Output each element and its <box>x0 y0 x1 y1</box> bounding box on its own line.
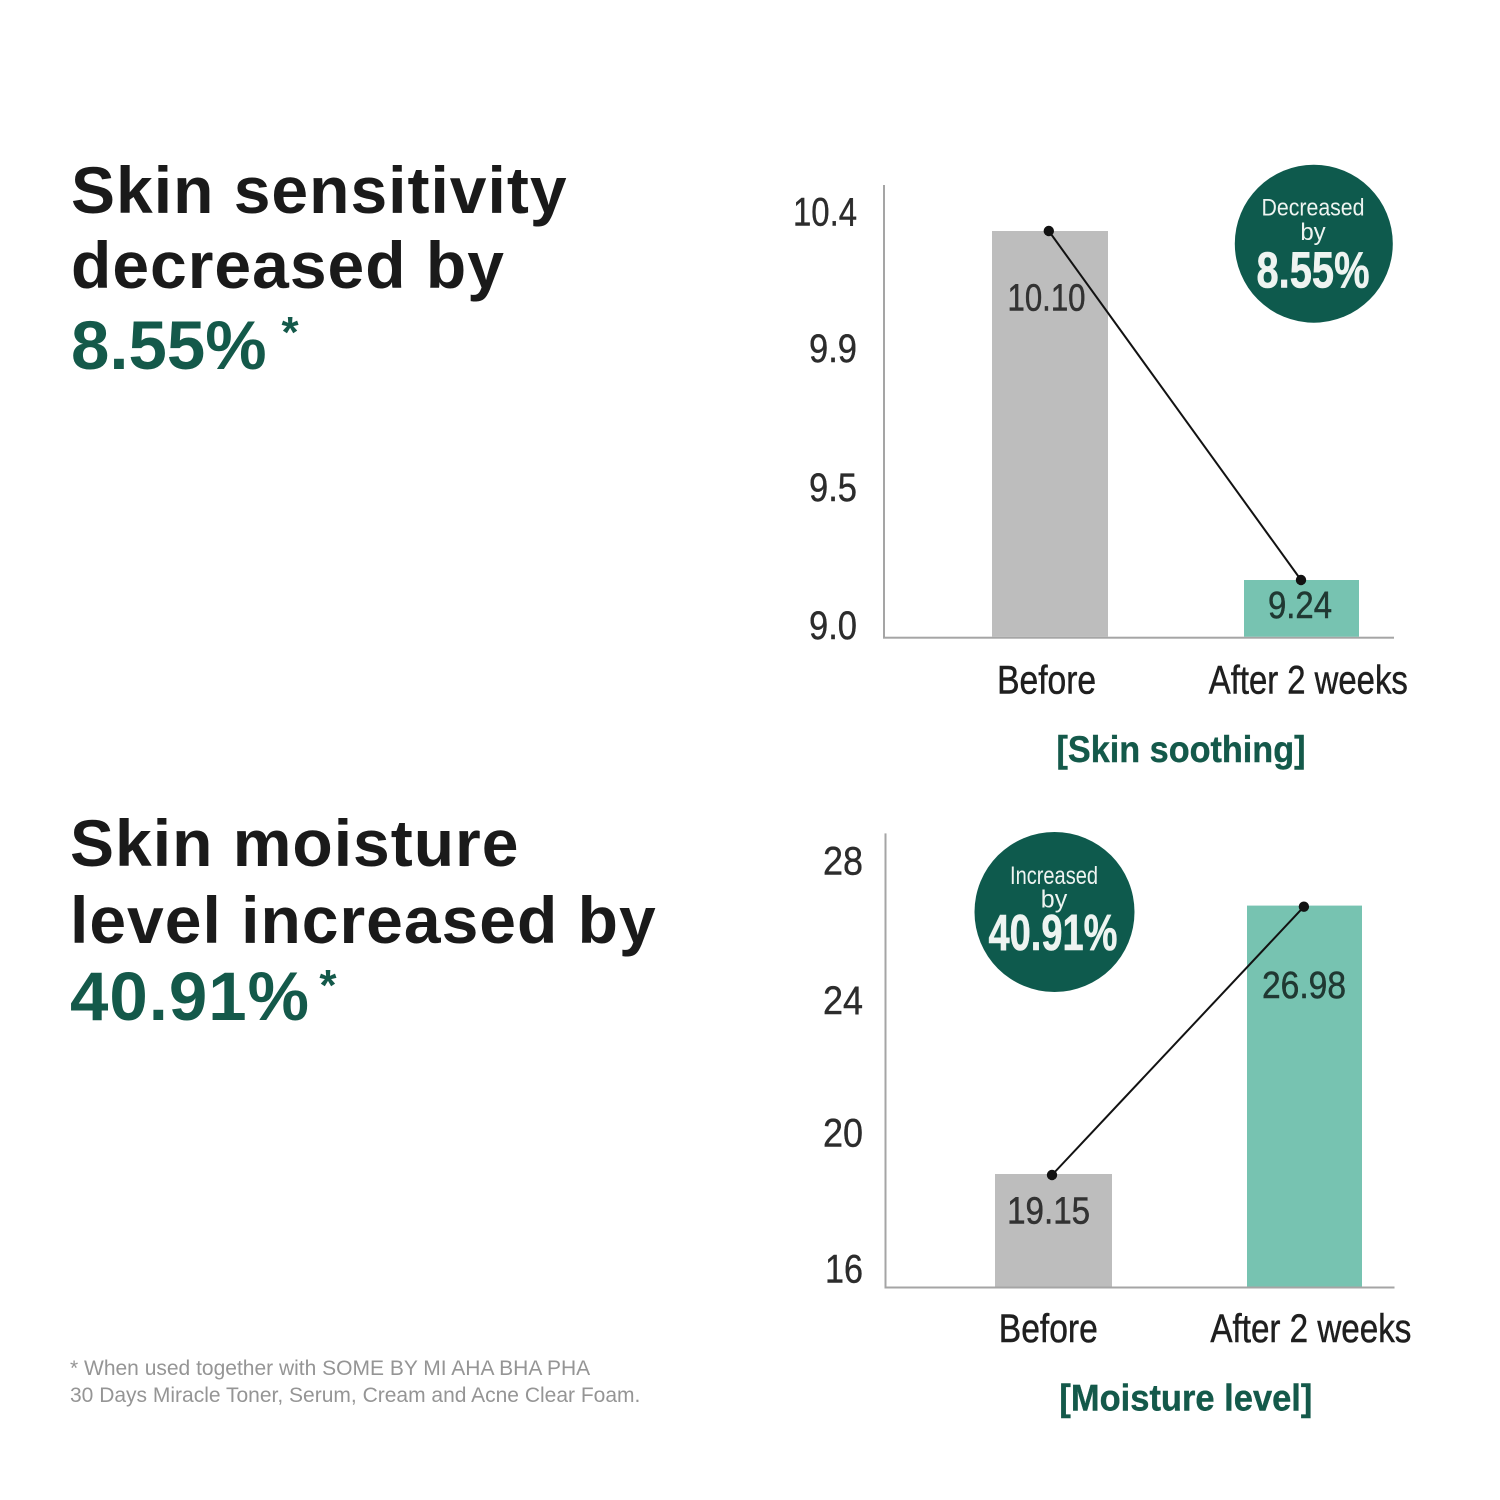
svg-text:[Skin soothing]: [Skin soothing] <box>1057 729 1306 770</box>
svg-text:9.0: 9.0 <box>809 604 857 648</box>
svg-text:19.15: 19.15 <box>1007 1190 1090 1232</box>
svg-text:10.4: 10.4 <box>793 191 857 235</box>
svg-text:Decreased: Decreased <box>1262 194 1365 221</box>
svg-text:8.55%: 8.55% <box>71 307 267 384</box>
svg-text:*: * <box>282 308 300 357</box>
svg-text:30 Days Miracle Toner, Serum,: 30 Days Miracle Toner, Serum, Cream and … <box>70 1384 640 1407</box>
svg-text:40.91%: 40.91% <box>70 958 310 1035</box>
svg-text:16: 16 <box>825 1248 863 1292</box>
svg-text:40.91%: 40.91% <box>989 904 1118 961</box>
svg-text:Skin moisture: Skin moisture <box>70 806 519 880</box>
svg-text:9.9: 9.9 <box>809 327 857 371</box>
svg-text:Before: Before <box>997 659 1096 703</box>
svg-text:[Moisture level]: [Moisture level] <box>1059 1378 1312 1419</box>
svg-text:9.5: 9.5 <box>809 466 857 510</box>
svg-text:Skin sensitivity: Skin sensitivity <box>71 153 568 227</box>
svg-text:* When used together with SOME: * When used together with SOME BY MI AHA… <box>70 1357 590 1380</box>
svg-text:After 2 weeks: After 2 weeks <box>1209 659 1408 703</box>
svg-text:10.10: 10.10 <box>1008 278 1086 320</box>
svg-text:24: 24 <box>823 979 863 1023</box>
svg-text:by: by <box>1041 886 1068 914</box>
svg-text:28: 28 <box>823 840 863 884</box>
svg-text:by: by <box>1300 219 1325 246</box>
svg-text:26.98: 26.98 <box>1262 965 1346 1007</box>
svg-text:decreased by: decreased by <box>71 228 505 302</box>
svg-text:level increased by: level increased by <box>70 883 657 957</box>
svg-text:Increased: Increased <box>1010 862 1098 890</box>
svg-text:20: 20 <box>823 1112 863 1156</box>
svg-text:9.24: 9.24 <box>1268 585 1332 627</box>
svg-text:Before: Before <box>999 1307 1098 1351</box>
svg-text:After 2 weeks: After 2 weeks <box>1210 1307 1411 1351</box>
svg-text:8.55%: 8.55% <box>1257 241 1370 298</box>
svg-text:*: * <box>319 961 337 1010</box>
